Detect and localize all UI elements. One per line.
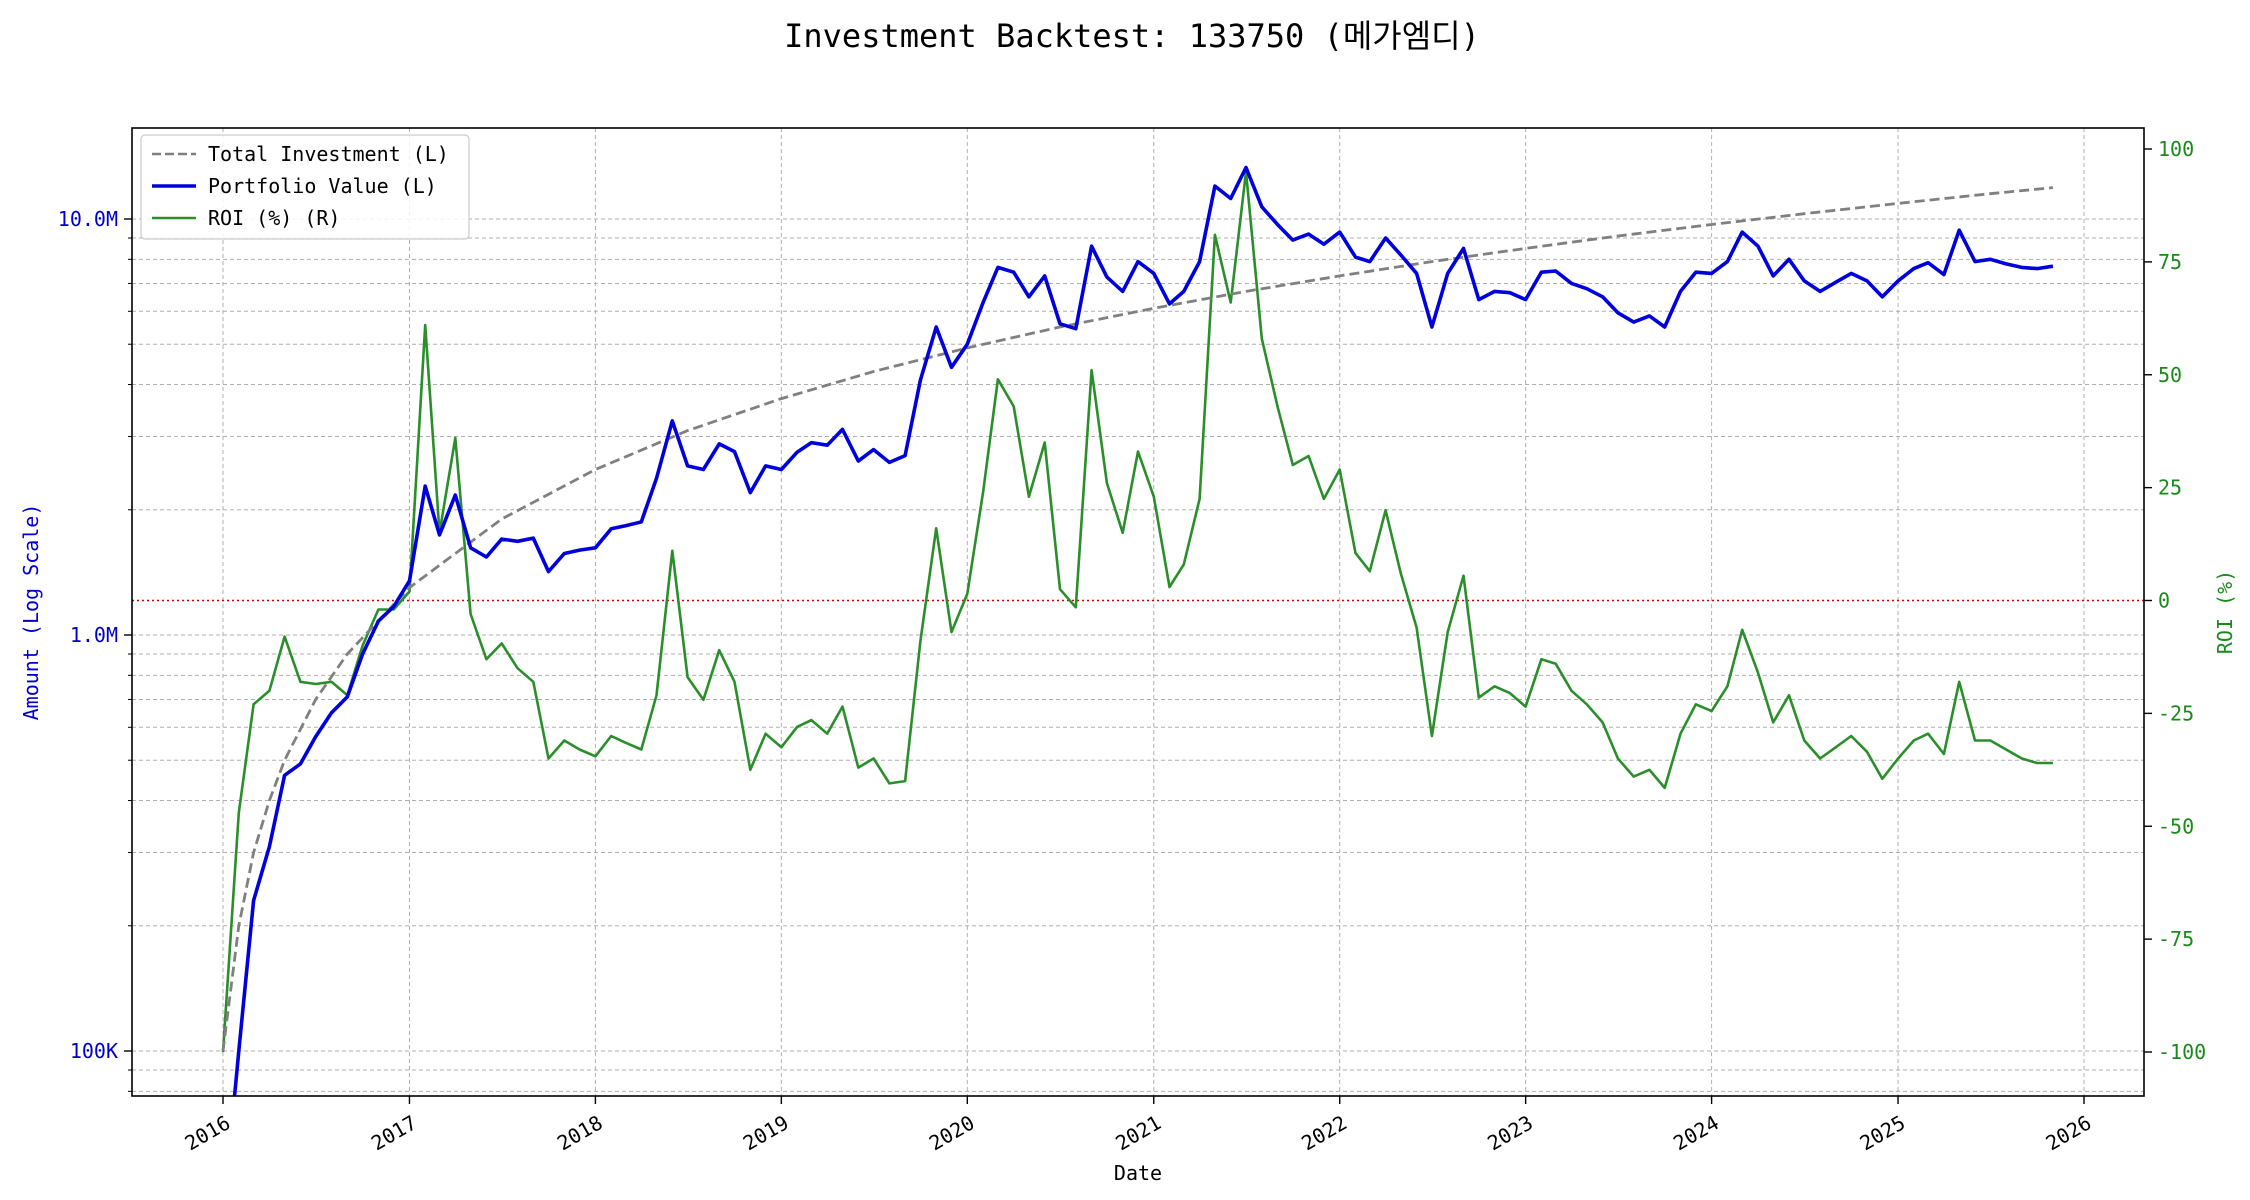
left-tick-label: 1.0M xyxy=(70,623,118,647)
right-tick-label: 100 xyxy=(2158,137,2194,161)
right-tick-label: -75 xyxy=(2158,927,2194,951)
right-tick-label: 0 xyxy=(2158,589,2170,613)
legend-label-portfolio-value: Portfolio Value (L) xyxy=(208,174,437,198)
right-tick-label: 50 xyxy=(2158,363,2182,387)
total-investment-line xyxy=(221,186,2054,1052)
legend-box xyxy=(140,134,470,240)
right-tick-label: -100 xyxy=(2158,1040,2206,1064)
left-tick-label: 10.0M xyxy=(58,207,118,231)
plot-frame xyxy=(131,127,2145,1097)
roi-line xyxy=(221,170,2053,1053)
legend-label-total-investment: Total Investment (L) xyxy=(208,142,449,166)
right-tick-label: -25 xyxy=(2158,701,2194,725)
right-tick-label: 25 xyxy=(2158,476,2182,500)
right-y-axis: 100 75 50 25 0 -25 -50 -75 -100 xyxy=(2144,137,2206,1064)
right-tick-label: 75 xyxy=(2158,250,2182,274)
plot-area xyxy=(221,165,2054,1096)
right-tick-label: -50 xyxy=(2158,814,2194,838)
x-axis-label: Date xyxy=(1114,1161,1162,1185)
portfolio-value-line xyxy=(232,165,2054,1096)
left-tick-label: 100K xyxy=(70,1039,118,1063)
chart-title: Investment Backtest: 133750 (메가엠디) xyxy=(784,17,1480,55)
legend: Total Investment (L) Portfolio Value (L)… xyxy=(140,134,470,240)
left-y-axis-label: Amount (Log Scale) xyxy=(19,504,43,721)
left-y-axis: 100K 1.0M 10.0M xyxy=(58,207,132,1092)
grid xyxy=(132,128,2144,1096)
legend-label-roi: ROI (%) (R) xyxy=(208,206,340,230)
right-y-axis-label: ROI (%) xyxy=(2213,570,2237,654)
